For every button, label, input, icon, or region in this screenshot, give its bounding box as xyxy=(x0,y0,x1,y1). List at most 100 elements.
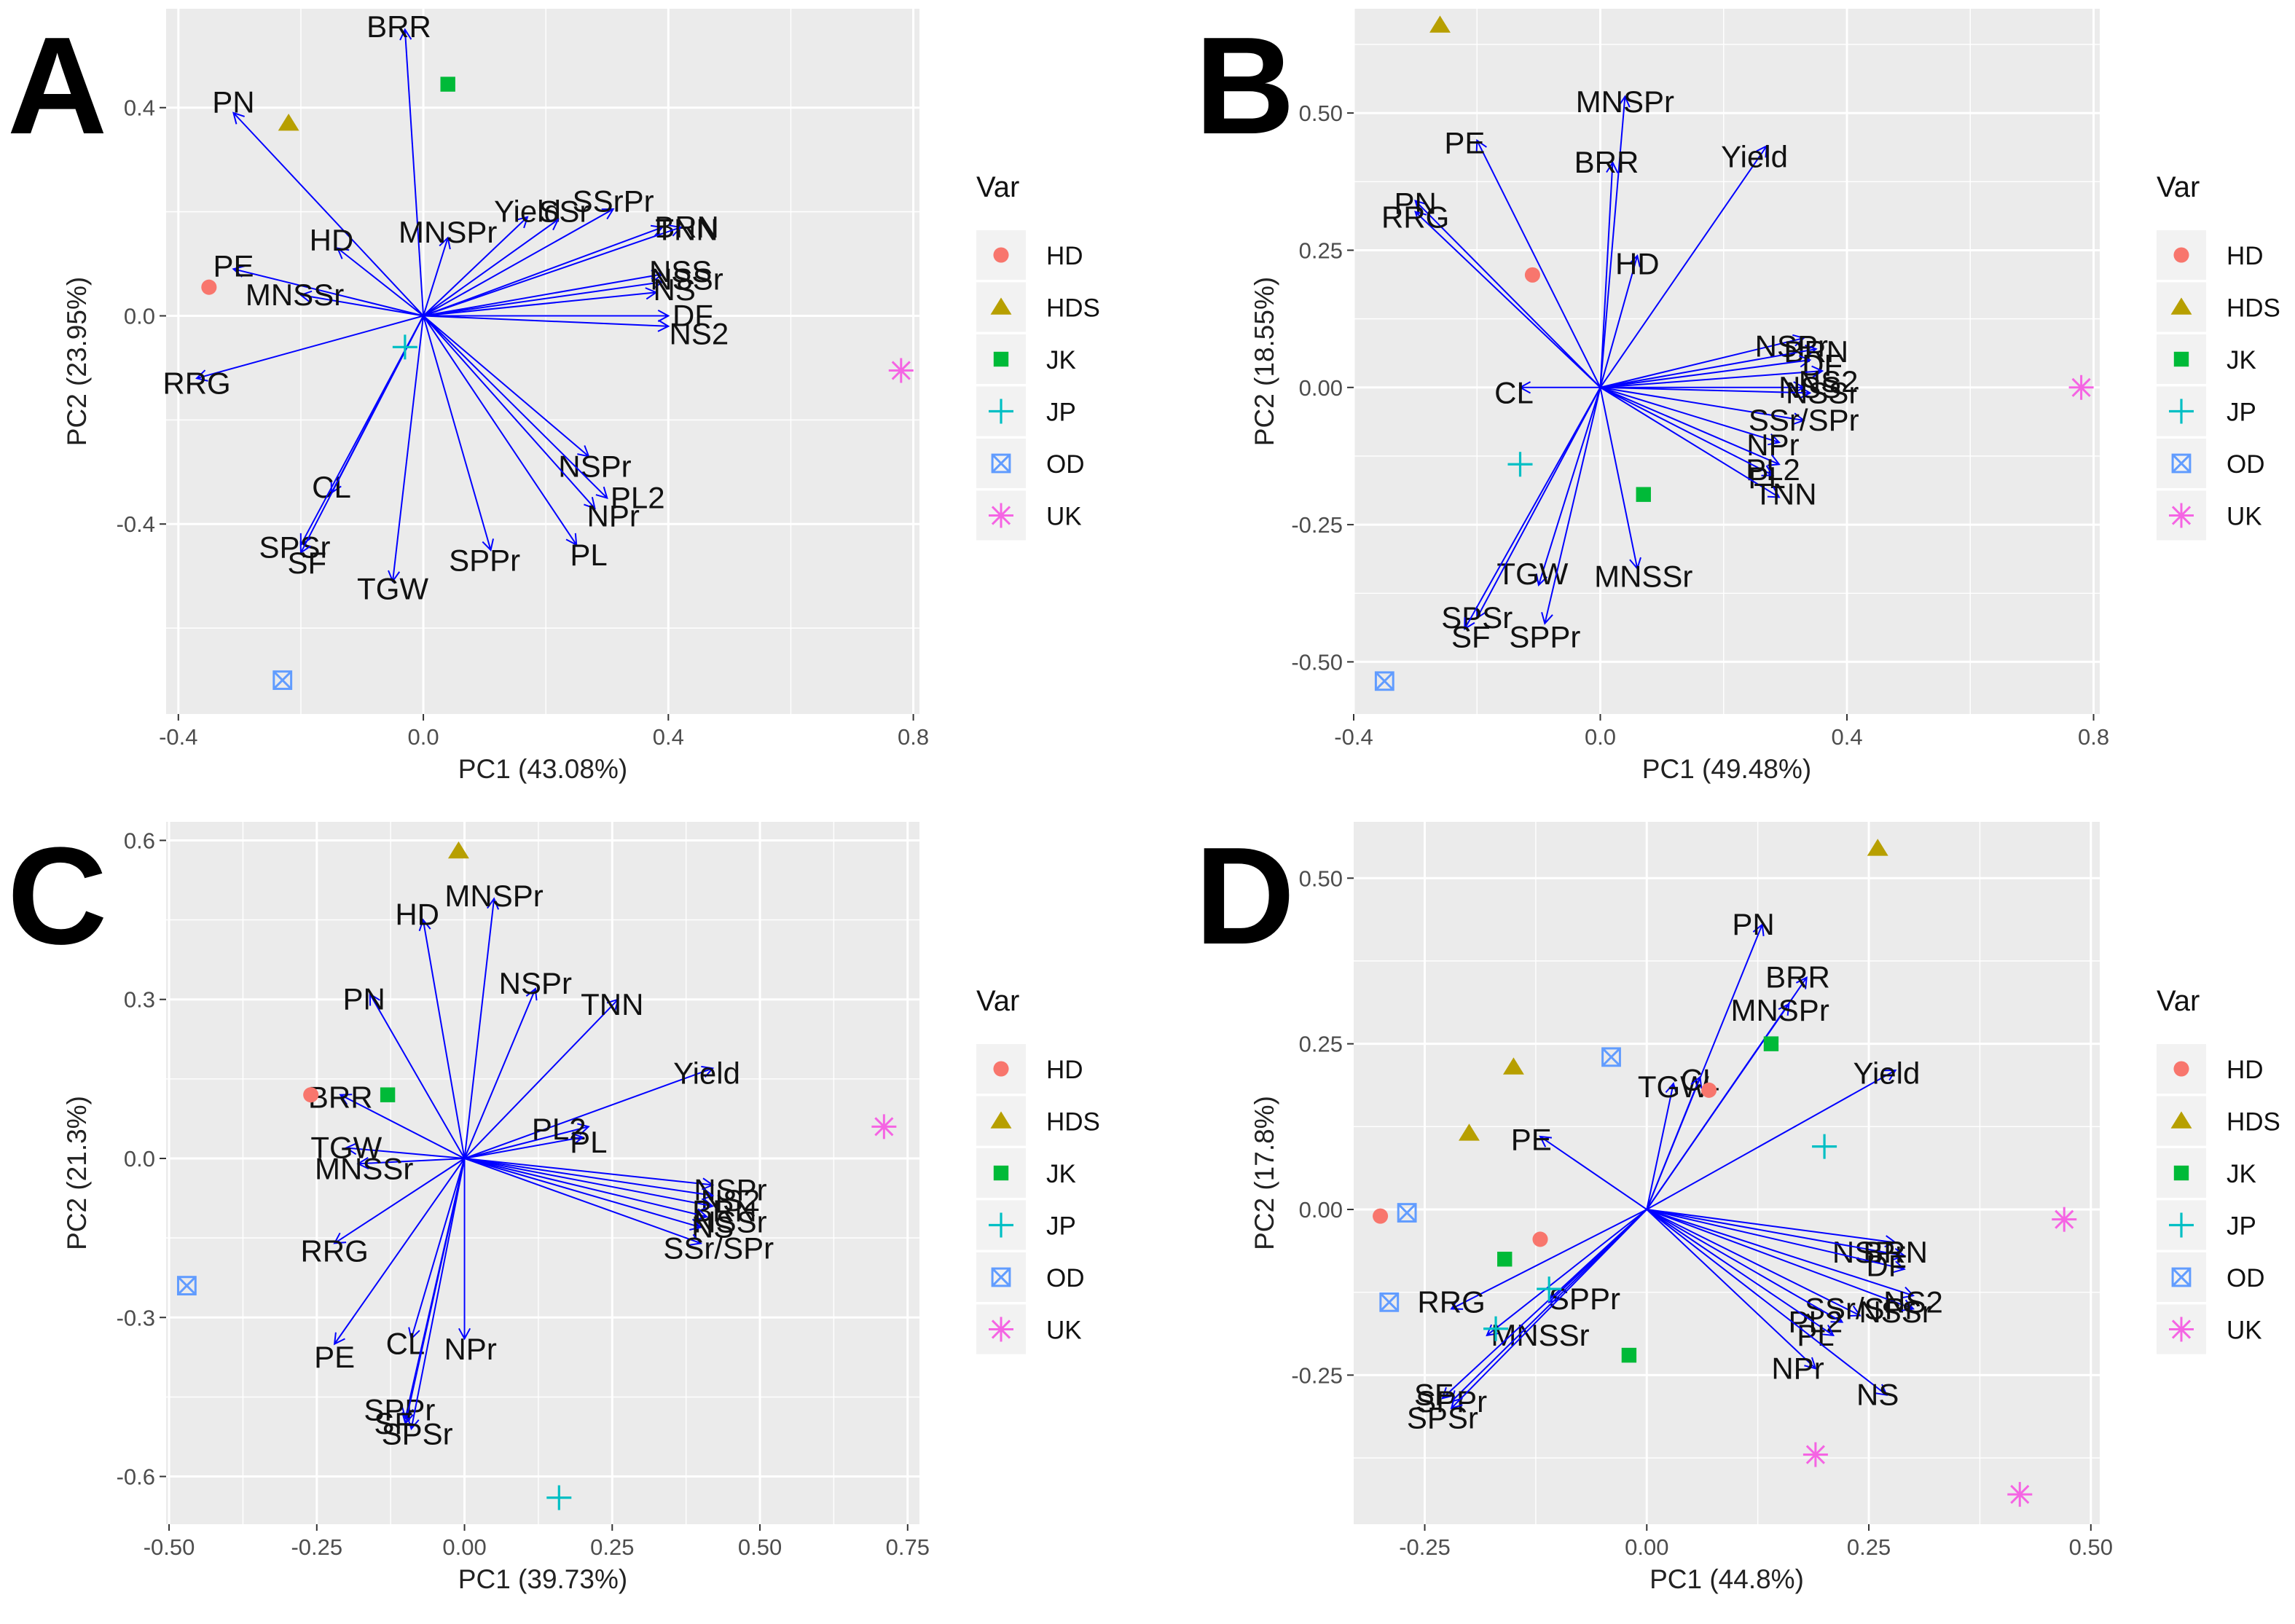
marker-box xyxy=(272,670,293,690)
arrow-head xyxy=(1450,1390,1463,1403)
legend-key-jk xyxy=(993,1165,1009,1181)
point-hds xyxy=(447,841,469,859)
arrow-head xyxy=(1884,1235,1897,1248)
arrow-head xyxy=(1792,334,1805,347)
x-tick-label: 0.0 xyxy=(408,724,439,750)
arrow-label: NS xyxy=(691,1210,734,1244)
arrow-shaft xyxy=(1599,96,1626,388)
marker-triangle xyxy=(1867,839,1888,856)
marker-square xyxy=(440,77,455,92)
loading-arrow-spsr: SPSr xyxy=(1407,1209,1647,1435)
arrow-label: PE xyxy=(314,1340,355,1374)
arrow-shaft xyxy=(410,1158,466,1339)
loading-arrow-mnspr: MNSPr xyxy=(1576,85,1674,388)
plot-background xyxy=(1354,9,2100,714)
arrow-head xyxy=(651,277,664,290)
arrow-shaft xyxy=(1537,387,1601,586)
loading-arrow-mnssr: MNSSr xyxy=(315,1152,465,1186)
arrow-shaft xyxy=(337,247,424,317)
arrow-label: RRG xyxy=(1381,200,1449,234)
loading-arrow-sf: SF xyxy=(288,315,424,580)
arrow-head xyxy=(1811,365,1824,378)
loading-arrow-sppr: SPPr xyxy=(1416,1209,1647,1419)
legend-item-hd: HD xyxy=(2157,230,2264,280)
arrow-head xyxy=(408,1327,420,1341)
arrow-label: BRN xyxy=(692,1194,757,1228)
arrow-shaft xyxy=(464,1158,702,1228)
arrow-shaft xyxy=(423,238,449,316)
marker-x2 xyxy=(992,454,1011,473)
arrow-head xyxy=(399,28,412,41)
loading-arrow-nssr: NSSr xyxy=(423,262,723,317)
arrow-head xyxy=(1902,1299,1915,1311)
arrow-head xyxy=(487,897,500,910)
marker-square xyxy=(1621,1347,1637,1363)
arrow-shaft xyxy=(404,29,425,316)
marker-circle xyxy=(993,247,1009,263)
arrow-label: NS xyxy=(654,272,696,307)
point-od xyxy=(176,1276,197,1296)
arrow-head xyxy=(1414,200,1427,213)
arrow-shaft xyxy=(232,112,424,317)
arrow-label: SF xyxy=(288,546,327,580)
arrow-shaft xyxy=(196,315,424,380)
x-tick-label: -0.4 xyxy=(1334,724,1373,750)
x-tick-label: 0.8 xyxy=(898,724,929,750)
arrow-label: RRG xyxy=(300,1233,368,1268)
marker-circle xyxy=(1373,1208,1389,1224)
legend-key-jk xyxy=(2173,1165,2189,1181)
loading-arrow-brr: BRR xyxy=(366,9,431,316)
marker-square xyxy=(1636,487,1651,502)
legend-item-od: OD xyxy=(976,439,1085,488)
marker-ray xyxy=(2055,1209,2074,1229)
arrow-label: Yield xyxy=(494,195,561,229)
arrow-label: NS xyxy=(1856,1378,1899,1412)
arrow-label: PL xyxy=(570,538,607,572)
arrow-label: HD xyxy=(310,223,354,257)
arrow-label: BRR xyxy=(1765,960,1830,995)
legend: Var HD HDS JK JP OD UK xyxy=(2157,985,2280,1354)
arrow-label: BRN xyxy=(654,210,719,244)
marker-triangle xyxy=(278,113,299,131)
loading-arrow-tnn: TNN xyxy=(1599,386,1817,511)
y-tick-label: -0.25 xyxy=(1291,1362,1343,1388)
loading-arrow-pl2: PL2 xyxy=(1600,386,1800,487)
loading-arrow-rrg: RRG xyxy=(1381,200,1601,388)
arrow-head xyxy=(695,1208,709,1221)
arrow-head xyxy=(1690,1075,1703,1089)
arrow-head xyxy=(195,369,208,382)
point-hds xyxy=(1459,1123,1480,1141)
arrow-head xyxy=(516,216,529,229)
arrow-shaft xyxy=(423,216,528,317)
point-uk xyxy=(1802,1442,1828,1467)
arrow-head xyxy=(650,224,664,237)
loading-arrow-nss: NSS xyxy=(423,254,712,317)
arrow-shaft xyxy=(1599,387,1639,569)
arrow-shaft xyxy=(1451,1209,1647,1310)
arrow-head xyxy=(1778,1003,1790,1016)
arrow-head xyxy=(701,1177,715,1190)
point-hd xyxy=(1701,1082,1717,1098)
marker-box xyxy=(1374,671,1394,691)
x-tick-label: 0.4 xyxy=(1831,724,1862,750)
point-hd xyxy=(1532,1231,1548,1247)
loading-arrow-yield: Yield xyxy=(464,1056,740,1159)
legend-key-od xyxy=(991,1267,1011,1287)
marker-square xyxy=(2173,1165,2189,1181)
y-tick-label: 0.00 xyxy=(1299,1197,1343,1223)
arrow-head xyxy=(577,445,590,458)
loading-arrow-nspr: NSPr xyxy=(463,966,572,1159)
arrow-shaft xyxy=(1646,1209,1861,1317)
arrow-shaft xyxy=(410,1158,466,1429)
marker-x2 xyxy=(2172,1268,2191,1287)
x-axis-title: PC1 (39.73%) xyxy=(458,1564,627,1594)
legend-item-uk: UK xyxy=(976,1304,1082,1354)
legend-label: UK xyxy=(2227,1317,2262,1345)
loading-arrow-spsr: SPSr xyxy=(382,1158,466,1451)
arrow-head xyxy=(1629,557,1641,570)
marker-square xyxy=(1497,1252,1513,1267)
arrow-shaft xyxy=(1600,337,1805,388)
loading-arrow-nspr: NSPr xyxy=(1600,329,1828,388)
